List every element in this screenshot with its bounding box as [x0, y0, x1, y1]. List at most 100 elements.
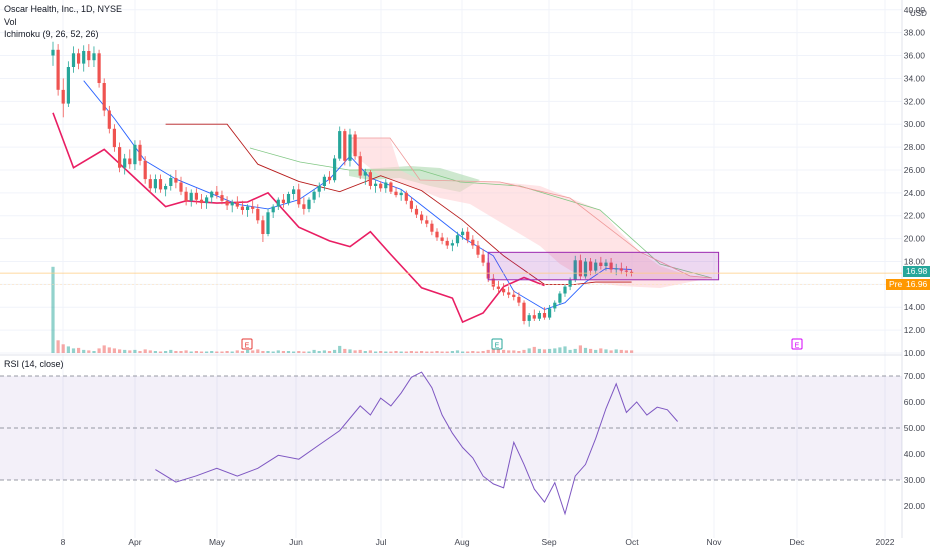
- time-axis-label: Jul: [376, 537, 387, 547]
- volume-bar: [532, 346, 536, 353]
- volume-bar: [589, 348, 593, 353]
- candlesticks[interactable]: [51, 41, 634, 327]
- volume-bar: [230, 351, 234, 353]
- volume-bar: [461, 351, 465, 353]
- candle-body: [128, 158, 132, 165]
- volume-bar: [527, 348, 531, 353]
- volume-bar: [66, 346, 70, 353]
- volume-bar: [240, 351, 244, 353]
- earnings-marker: E: [241, 338, 253, 350]
- candle-body: [363, 172, 367, 176]
- candle-body: [491, 278, 495, 287]
- volume-bar: [138, 351, 142, 353]
- volume-bar: [297, 351, 301, 353]
- candle-body: [302, 204, 306, 209]
- volume-bar: [614, 349, 618, 353]
- volume-bar: [210, 351, 214, 353]
- last-price-tag: 16.98: [903, 266, 931, 277]
- leading-span-a: [249, 147, 713, 279]
- candle-body: [343, 131, 347, 161]
- candle-body: [261, 220, 265, 234]
- candle-body: [573, 260, 577, 280]
- volume-bar: [358, 349, 362, 353]
- time-axis-label: Nov: [706, 537, 722, 547]
- candle-body: [476, 245, 480, 255]
- volume-bar: [450, 351, 454, 353]
- ichimoku-label: Ichimoku (9, 26, 52, 26): [4, 29, 99, 39]
- axes: 10.0012.0014.0016.0018.0020.0022.0024.00…: [61, 5, 926, 547]
- highlight-rectangle: [487, 251, 720, 281]
- volume-bar: [624, 350, 628, 353]
- earnings-marker-label: E: [245, 343, 250, 350]
- volume-bar: [619, 349, 623, 353]
- candle-body: [143, 160, 147, 180]
- candle-body: [199, 199, 204, 204]
- candle-body: [297, 189, 301, 205]
- volume-bar: [235, 350, 239, 353]
- volume-bar: [558, 347, 562, 353]
- volume-bar: [604, 349, 608, 353]
- candle-body: [322, 176, 326, 186]
- candle-body: [266, 212, 270, 234]
- volume-bar: [583, 347, 588, 353]
- volume-bar: [199, 351, 204, 353]
- candle-body: [184, 191, 188, 201]
- volume-bar: [573, 348, 577, 353]
- volume-bar: [317, 351, 321, 353]
- candle-body: [333, 158, 337, 181]
- volume-bar: [102, 345, 106, 353]
- volume-bar: [281, 351, 285, 353]
- candle-body: [414, 208, 419, 215]
- candle-body: [461, 231, 465, 236]
- time-axis-label: Apr: [128, 537, 141, 547]
- candle-body: [123, 158, 127, 168]
- volume-bar: [548, 348, 552, 353]
- candle-body: [578, 260, 582, 277]
- candle-body: [542, 313, 547, 318]
- candle-body: [379, 183, 383, 189]
- volume-bar: [307, 351, 311, 353]
- volume-bar: [353, 350, 357, 353]
- candle-body: [215, 191, 219, 196]
- price-axis-label: 32.00: [904, 96, 926, 106]
- time-axis-label: Jun: [289, 537, 303, 547]
- volume-bar: [205, 351, 209, 353]
- time-axis-label: Sep: [541, 537, 556, 547]
- candle-body: [210, 191, 214, 198]
- candle-body: [502, 288, 506, 293]
- candle-body: [394, 191, 398, 196]
- grid-lines: [0, 0, 903, 538]
- candle-body: [558, 293, 562, 303]
- candle-body: [97, 53, 101, 83]
- candle-body: [614, 268, 618, 270]
- volume-bar: [440, 351, 444, 353]
- volume-bar: [430, 351, 434, 353]
- candle-body: [194, 192, 198, 200]
- volume-bar: [82, 349, 86, 353]
- candle-body: [138, 144, 142, 161]
- earnings-marker-label: E: [495, 343, 500, 350]
- price-axis-label: 36.00: [904, 51, 926, 61]
- currency-label: USD: [910, 9, 927, 18]
- time-axis-label: 2022: [876, 537, 895, 547]
- candle-body: [563, 286, 567, 294]
- candle-body: [56, 49, 60, 90]
- candle-body: [312, 191, 316, 200]
- volume-bar: [251, 350, 255, 353]
- candle-body: [517, 296, 521, 303]
- candle-body: [256, 208, 260, 221]
- volume-bars: [51, 266, 634, 354]
- price-axis-label: 30.00: [904, 119, 926, 129]
- candle-body: [230, 202, 234, 206]
- volume-bar: [179, 351, 183, 353]
- volume-bar: [348, 349, 352, 353]
- volume-bar: [512, 350, 516, 353]
- time-axis-label: 8: [61, 537, 66, 547]
- candle-body: [164, 186, 168, 190]
- candle-body: [338, 131, 342, 159]
- volume-bar: [445, 351, 449, 353]
- volume-bar: [169, 349, 173, 353]
- candle-body: [384, 182, 388, 189]
